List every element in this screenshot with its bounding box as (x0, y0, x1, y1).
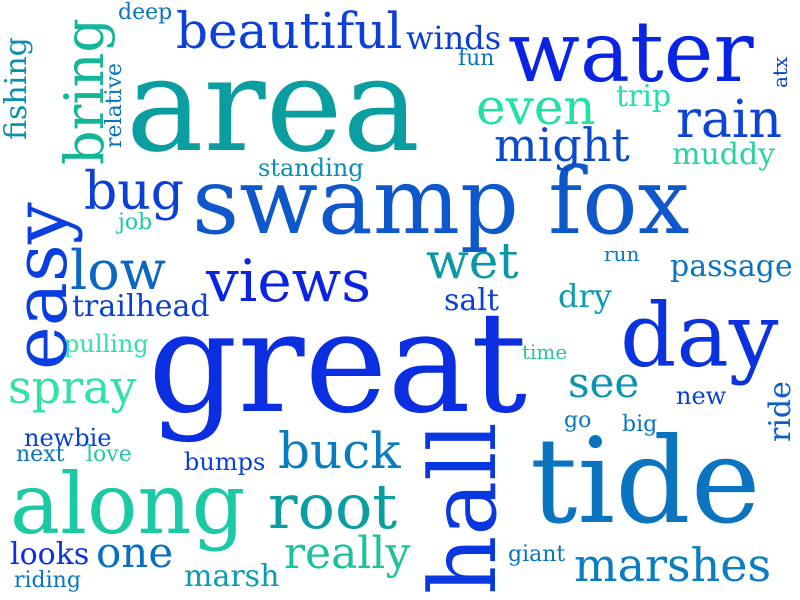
word-great: great (148, 282, 528, 445)
word-pulling: pulling (64, 330, 149, 358)
word-trip: trip (616, 79, 672, 114)
word-job: job (118, 210, 153, 235)
word-really: really (284, 528, 411, 579)
word-go: go (564, 408, 592, 433)
word-standing: standing (258, 154, 364, 182)
word-buck: buck (278, 422, 401, 480)
word-ride: ride (763, 381, 798, 442)
word-dry: dry (558, 277, 612, 315)
word-day: day (620, 284, 779, 387)
word-wet: wet (426, 232, 519, 290)
word-marshes: marshes (574, 538, 772, 592)
word-run: run (604, 242, 640, 266)
word-fun: fun (458, 46, 495, 71)
word-bug: bug (84, 162, 185, 222)
word-water: water (508, 3, 754, 101)
word-next: next (16, 442, 65, 467)
word-passage: passage (670, 249, 793, 284)
word-rain: rain (676, 90, 782, 150)
word-beautiful: beautiful (176, 2, 403, 60)
word-newbie: newbie (24, 424, 112, 452)
word-marsh: marsh (184, 559, 280, 594)
word-time: time (522, 340, 568, 364)
word-new: new (676, 382, 727, 410)
word-area: area (126, 29, 421, 181)
word-riding: riding (14, 568, 81, 593)
word-might: might (494, 118, 630, 172)
word-muddy: muddy (672, 137, 776, 172)
word-views: views (206, 247, 372, 315)
word-deep: deep (118, 0, 173, 25)
word-trailhead: trailhead (72, 289, 210, 324)
word-bumps: bumps (184, 448, 266, 476)
word-even: even (476, 78, 596, 136)
word-salt: salt (444, 283, 499, 318)
word-swamp-fox: swamp fox (192, 148, 690, 255)
word-hall: hall (410, 422, 517, 595)
word-along: along (10, 455, 246, 553)
word-root: root (268, 470, 398, 543)
word-low: low (70, 239, 167, 302)
word-atx: atx (768, 56, 792, 88)
word-looks: looks (10, 537, 90, 572)
word-giant: giant (508, 542, 566, 567)
word-one: one (96, 528, 174, 577)
word-fishing: fishing (0, 37, 34, 140)
word-see: see (568, 358, 640, 407)
word-love: love (86, 442, 132, 467)
word-big: big (622, 412, 658, 437)
word-relative: relative (102, 62, 127, 148)
word-tide: tide (530, 412, 761, 550)
word-spray: spray (8, 360, 137, 414)
word-winds: winds (406, 19, 502, 57)
